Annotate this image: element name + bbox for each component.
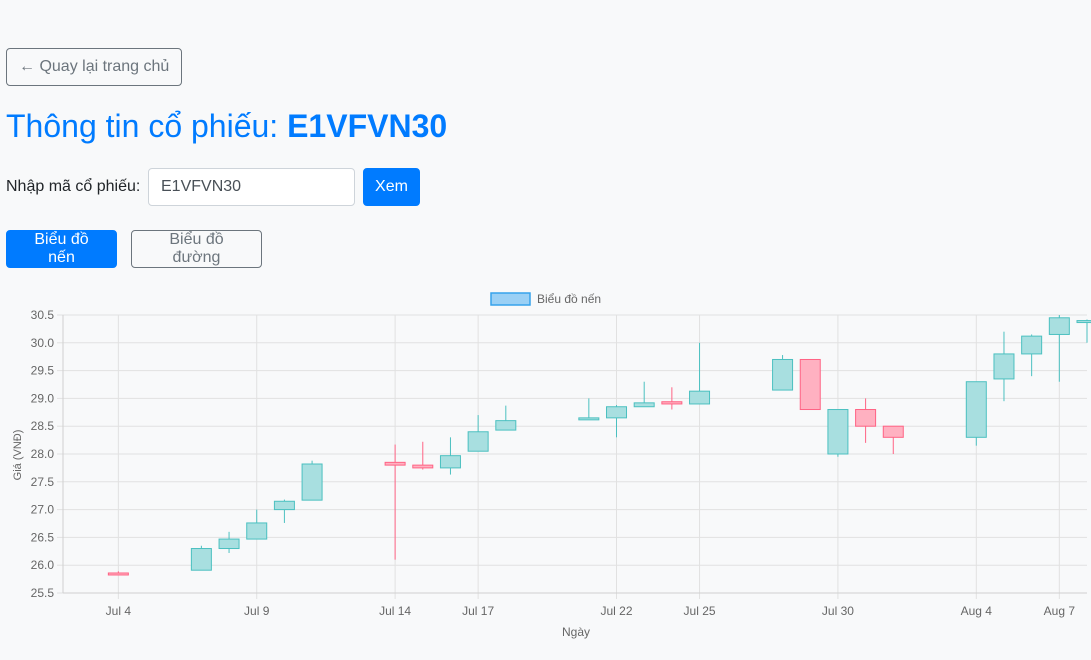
view-button[interactable]: Xem <box>363 168 420 206</box>
y-axis-title: Giá (VNĐ) <box>12 430 24 481</box>
y-tick-label: 29.5 <box>31 364 55 378</box>
y-tick-label: 28.5 <box>31 419 55 433</box>
y-tick-label: 27.5 <box>31 475 55 489</box>
candle <box>993 331 1015 402</box>
page-title: Thông tin cổ phiếu: E1VFVN30 <box>6 106 447 146</box>
candle-body <box>772 358 794 391</box>
tab-candlestick[interactable]: Biểu đồ nến <box>6 230 117 268</box>
candle-body <box>246 522 268 540</box>
y-tick-label: 26.0 <box>31 558 55 572</box>
candle-body <box>273 500 295 511</box>
candle <box>772 355 794 391</box>
candle-body <box>578 417 600 421</box>
candle <box>882 425 904 454</box>
candle-body <box>384 461 406 466</box>
back-home-button[interactable]: ← Quay lại trang chủ <box>6 48 183 86</box>
x-tick-label: Aug 7 <box>1044 604 1076 618</box>
candle <box>218 531 240 553</box>
candle <box>412 441 434 470</box>
legend-label: Biểu đồ nến <box>537 292 601 306</box>
y-tick-label: 30.5 <box>31 308 55 322</box>
candle <box>578 398 600 421</box>
candle <box>467 415 489 452</box>
candle <box>855 398 877 443</box>
candles <box>107 315 1091 576</box>
x-axis-title: Ngày <box>562 625 590 639</box>
candle <box>1076 319 1091 343</box>
x-tick-label: Jul 30 <box>822 604 854 618</box>
page-title-prefix: Thông tin cổ phiếu: <box>6 108 288 144</box>
candle-body <box>301 463 323 501</box>
candle-body <box>882 425 904 438</box>
candle-body <box>467 431 489 452</box>
candle <box>190 545 212 571</box>
candle-body <box>965 381 987 438</box>
candle-body <box>606 406 628 419</box>
x-tick-label: Jul 25 <box>684 604 716 618</box>
candle <box>799 358 821 411</box>
candle-body <box>799 358 821 411</box>
grid <box>57 314 1087 599</box>
candle <box>827 409 849 457</box>
x-tick-label: Jul 9 <box>244 604 270 618</box>
candle <box>606 405 628 438</box>
y-tick-label: 26.5 <box>31 530 55 544</box>
chart-container: 25.5 26.0 26.5 27.0 27.5 28.0 28.5 29.0 29.5 30.0… <box>0 282 1091 660</box>
y-tick-label: 27.0 <box>31 503 55 517</box>
candle <box>495 405 517 431</box>
candle <box>439 437 461 475</box>
candle-body <box>661 401 683 405</box>
candle <box>1021 334 1043 377</box>
candle <box>1048 315 1070 382</box>
candle-body <box>412 464 434 469</box>
y-tick-label: 30.0 <box>31 336 55 350</box>
x-tick-label: Jul 14 <box>379 604 411 618</box>
candle-body <box>855 409 877 427</box>
candle <box>273 499 295 523</box>
x-tick-label: Aug 4 <box>961 604 993 618</box>
candle <box>689 342 711 405</box>
candle <box>246 509 268 540</box>
candle-body <box>633 402 655 408</box>
candle-body <box>218 538 240 550</box>
candle-body <box>1021 335 1043 355</box>
x-tick-label: Jul 17 <box>462 604 494 618</box>
candle-body <box>827 409 849 455</box>
x-tick-label: Jul 22 <box>600 604 632 618</box>
candle <box>965 381 987 446</box>
candle <box>633 381 655 408</box>
candle-body <box>107 572 129 576</box>
candle <box>107 571 129 576</box>
stock-code: E1VFVN30 <box>287 108 448 144</box>
x-tick-label: Jul 4 <box>106 604 132 618</box>
candlestick-chart: 25.5 26.0 26.5 27.0 27.5 28.0 28.5 29.0 29.5 30.0… <box>12 292 1091 639</box>
candle <box>661 387 683 410</box>
y-tick-label: 28.0 <box>31 447 55 461</box>
candle <box>384 444 406 560</box>
y-tick-label: 29.0 <box>31 391 55 405</box>
candle-body <box>1048 317 1070 335</box>
candle-body <box>495 420 517 431</box>
candle <box>301 460 323 501</box>
stock-code-input[interactable] <box>148 168 355 206</box>
stock-code-label: Nhập mã cổ phiếu: <box>6 178 141 195</box>
legend-swatch <box>490 292 531 306</box>
axes: 25.5 26.0 26.5 27.0 27.5 28.0 28.5 29.0 29.5 30.0… <box>31 308 1087 618</box>
y-tick-label: 25.5 <box>31 586 55 600</box>
tab-line-chart[interactable]: Biểu đồ đường <box>131 230 262 268</box>
legend[interactable]: Biểu đồ nến <box>490 292 601 306</box>
candle-body <box>439 455 461 469</box>
candle-body <box>689 390 711 405</box>
candle-body <box>993 353 1015 380</box>
candle-body <box>1076 320 1091 324</box>
candle-body <box>190 548 212 571</box>
